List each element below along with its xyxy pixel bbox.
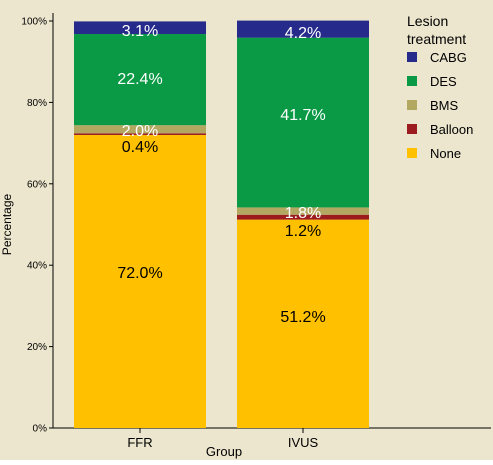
- y-tick-label: 0%: [33, 424, 48, 435]
- y-tick-label: 80%: [27, 98, 47, 109]
- data-label-des-ivus: 41.7%: [280, 107, 325, 124]
- legend-label-none: None: [430, 146, 461, 161]
- data-label-cabg-ivus: 4.2%: [285, 25, 321, 42]
- x-tick-label: IVUS: [288, 435, 319, 450]
- data-label-none-ffr: 72.0%: [117, 265, 162, 282]
- legend-swatch-des: [407, 76, 417, 86]
- bar-segment-bms-ivus: [237, 207, 369, 215]
- legend-label-bms: BMS: [430, 98, 459, 113]
- bar-segment-des-ffr: [74, 34, 206, 126]
- data-label-balloon-ffr: 0.4%: [122, 139, 158, 156]
- bar-segment-balloon-ivus: [237, 214, 369, 220]
- bar-segment-balloon-ffr: [74, 133, 206, 135]
- bar-segment-cabg-ffr: [74, 21, 206, 35]
- data-label-bms-ivus: 1.8%: [285, 205, 321, 222]
- legend-swatch-cabg: [407, 52, 417, 62]
- y-tick-label: 40%: [27, 261, 47, 272]
- legend-label-des: DES: [430, 74, 457, 89]
- y-tick-label: 20%: [27, 342, 47, 353]
- legend-swatch-bms: [407, 100, 417, 110]
- bar-segment-none-ffr: [74, 134, 206, 428]
- data-label-balloon-ivus: 1.2%: [285, 223, 321, 240]
- data-label-cabg-ffr: 3.1%: [122, 23, 158, 40]
- legend-title: treatment: [407, 31, 466, 47]
- legend-swatch-none: [407, 148, 417, 158]
- bar-segment-cabg-ivus: [237, 20, 369, 38]
- bar-segment-bms-ffr: [74, 125, 206, 134]
- y-tick-label: 100%: [21, 17, 47, 28]
- bar-segment-none-ivus: [237, 219, 369, 428]
- legend-title: Lesion: [407, 13, 448, 29]
- bar-segment-des-ivus: [237, 37, 369, 208]
- legend-swatch-balloon: [407, 124, 417, 134]
- y-tick-label: 60%: [27, 179, 47, 190]
- y-axis-title: Percentage: [0, 193, 14, 255]
- x-tick-label: FFR: [127, 435, 152, 450]
- data-label-bms-ffr: 2.0%: [122, 123, 158, 140]
- x-axis-title: Group: [206, 444, 242, 459]
- data-label-none-ivus: 51.2%: [280, 309, 325, 326]
- data-label-des-ffr: 22.4%: [117, 71, 162, 88]
- legend-label-balloon: Balloon: [430, 122, 473, 137]
- legend-label-cabg: CABG: [430, 50, 467, 65]
